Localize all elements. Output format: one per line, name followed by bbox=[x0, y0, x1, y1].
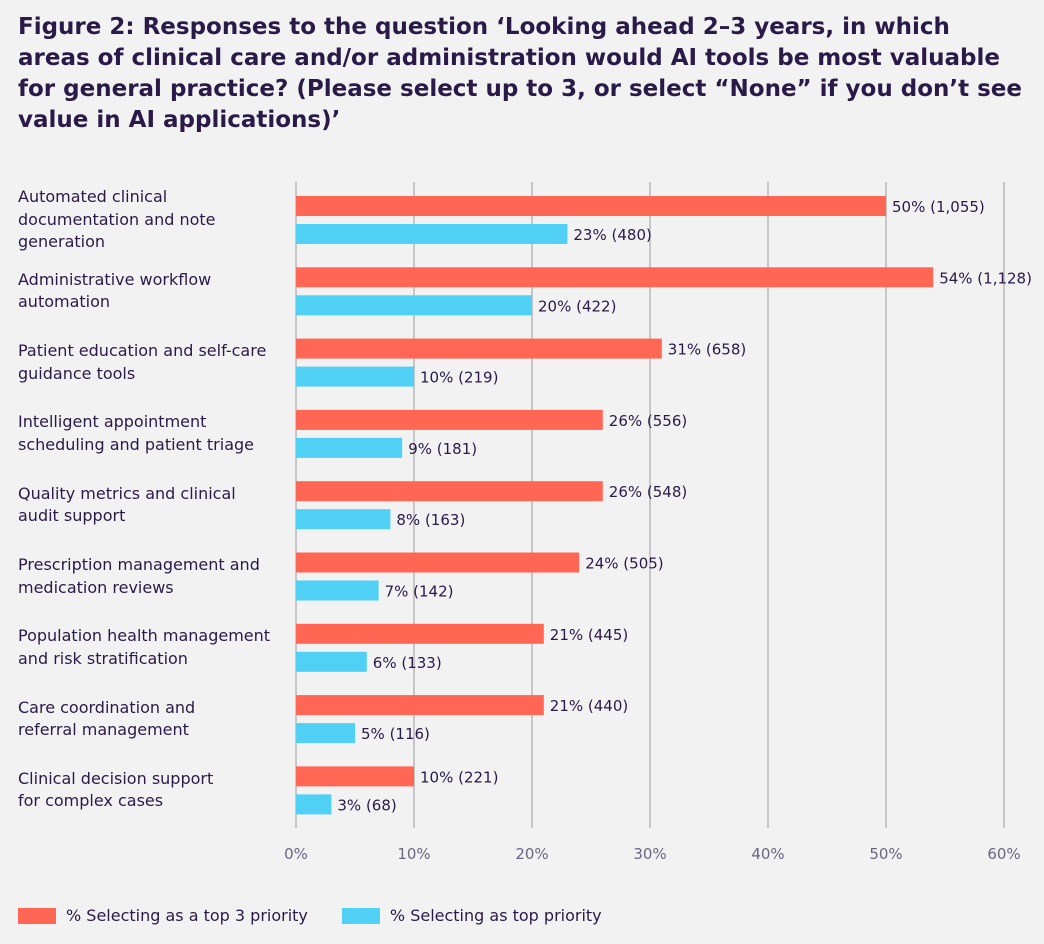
bar-top3-8 bbox=[296, 766, 414, 787]
bar-top3-4 bbox=[296, 481, 603, 502]
value-label-top-2: 10% (219) bbox=[420, 369, 498, 387]
category-label-6: Population health management and risk str… bbox=[18, 625, 290, 670]
category-label-3: Intelligent appointment scheduling and pa… bbox=[18, 411, 290, 456]
value-label-top3-3: 26% (556) bbox=[609, 412, 687, 430]
legend-item-top3: % Selecting as a top 3 priority bbox=[18, 906, 308, 925]
category-label-line: Clinical decision support bbox=[18, 768, 214, 788]
value-label-top-6: 6% (133) bbox=[373, 654, 442, 672]
bar-top-0 bbox=[296, 224, 568, 244]
legend-swatch-top3 bbox=[18, 907, 56, 924]
legend-swatch-top bbox=[341, 907, 380, 924]
category-label-1: Administrative workflow automation bbox=[18, 269, 290, 314]
value-label-top3-7: 21% (440) bbox=[550, 697, 628, 715]
bar-top3-0 bbox=[296, 196, 886, 216]
bar-top-4 bbox=[296, 509, 391, 530]
value-label-top-8: 3% (68) bbox=[337, 796, 396, 814]
bar-top-6 bbox=[296, 651, 367, 672]
category-label-8: Clinical decision support for complex cas… bbox=[18, 768, 290, 813]
category-label-line: Care coordination and bbox=[18, 697, 196, 717]
value-label-top3-2: 31% (658) bbox=[668, 341, 746, 359]
value-label-top-1: 20% (422) bbox=[538, 297, 616, 315]
category-label-line: Automated clinical bbox=[18, 187, 168, 207]
category-label-line: scheduling and patient triage bbox=[18, 434, 254, 454]
category-label-line: medication reviews bbox=[18, 577, 174, 597]
bar-top-2 bbox=[296, 366, 414, 387]
legend: % Selecting as a top 3 priority % Select… bbox=[18, 906, 636, 925]
bar-top3-3 bbox=[296, 409, 603, 430]
chart-title: Figure 2: Responses to the question ‘Loo… bbox=[18, 14, 1023, 133]
bar-top-7 bbox=[296, 723, 355, 744]
value-label-top-4: 8% (163) bbox=[396, 511, 465, 529]
category-label-line: Patient education and self-care bbox=[18, 341, 267, 361]
bar-top3-7 bbox=[296, 695, 544, 716]
bar-top-8 bbox=[296, 794, 332, 815]
value-label-top3-8: 10% (221) bbox=[420, 768, 498, 786]
value-label-top3-1: 54% (1,128) bbox=[939, 269, 1032, 287]
value-label-top3-5: 24% (505) bbox=[585, 555, 663, 573]
bar-top-1 bbox=[296, 295, 532, 316]
x-tick-label: 40% bbox=[751, 845, 784, 863]
category-label-line: Intelligent appointment bbox=[18, 412, 207, 432]
value-label-top-5: 7% (142) bbox=[385, 583, 454, 601]
category-label-line: Prescription management and bbox=[18, 555, 260, 574]
category-label-line: Quality metrics and clinical bbox=[18, 483, 236, 503]
bar-top-3 bbox=[296, 437, 403, 458]
bar-top3-2 bbox=[296, 338, 662, 359]
category-label-5: Prescription management and medication re… bbox=[18, 554, 290, 599]
value-label-top-3: 9% (181) bbox=[408, 440, 477, 458]
x-tick-label: 30% bbox=[633, 845, 666, 863]
bar-top3-1 bbox=[296, 267, 934, 288]
legend-item-top: % Selecting as top priority bbox=[341, 906, 602, 925]
value-label-top3-0: 50% (1,055) bbox=[892, 198, 985, 216]
legend-label-top: % Selecting as top priority bbox=[389, 906, 602, 925]
bar-top3-5 bbox=[296, 552, 580, 573]
value-label-top3-4: 26% (548) bbox=[609, 483, 687, 501]
category-label-line: documentation and note bbox=[18, 209, 216, 229]
value-label-top-0: 23% (480) bbox=[573, 226, 651, 244]
x-tick-label: 60% bbox=[987, 845, 1020, 863]
x-tick-label: 50% bbox=[869, 845, 902, 863]
category-label-line: automation bbox=[18, 292, 111, 312]
category-label-line: Administrative workflow bbox=[18, 269, 212, 289]
category-label-line: referral management bbox=[18, 720, 189, 740]
category-label-line: audit support bbox=[18, 506, 126, 526]
category-label-7: Care coordination and referral management bbox=[18, 697, 290, 742]
legend-label-top3: % Selecting as a top 3 priority bbox=[66, 906, 308, 925]
x-tick-label: 10% bbox=[397, 845, 430, 863]
category-label-line: for complex cases bbox=[18, 791, 164, 811]
bar-top3-6 bbox=[296, 623, 544, 644]
bar-top-5 bbox=[296, 580, 379, 601]
category-label-4: Quality metrics and clinical audit suppor… bbox=[18, 483, 290, 528]
category-label-line: Population health management bbox=[18, 626, 271, 646]
value-label-top3-6: 21% (445) bbox=[550, 626, 628, 644]
category-label-0: Automated clinical documentation and note… bbox=[18, 186, 290, 254]
category-label-line: generation bbox=[18, 232, 106, 252]
category-label-line: and risk stratification bbox=[18, 648, 188, 668]
category-label-line: guidance tools bbox=[18, 363, 136, 383]
x-tick-label: 0% bbox=[284, 845, 308, 863]
value-label-top-7: 5% (116) bbox=[361, 725, 430, 743]
x-tick-label: 20% bbox=[515, 845, 548, 863]
category-label-2: Patient education and self-care guidance … bbox=[18, 340, 290, 385]
